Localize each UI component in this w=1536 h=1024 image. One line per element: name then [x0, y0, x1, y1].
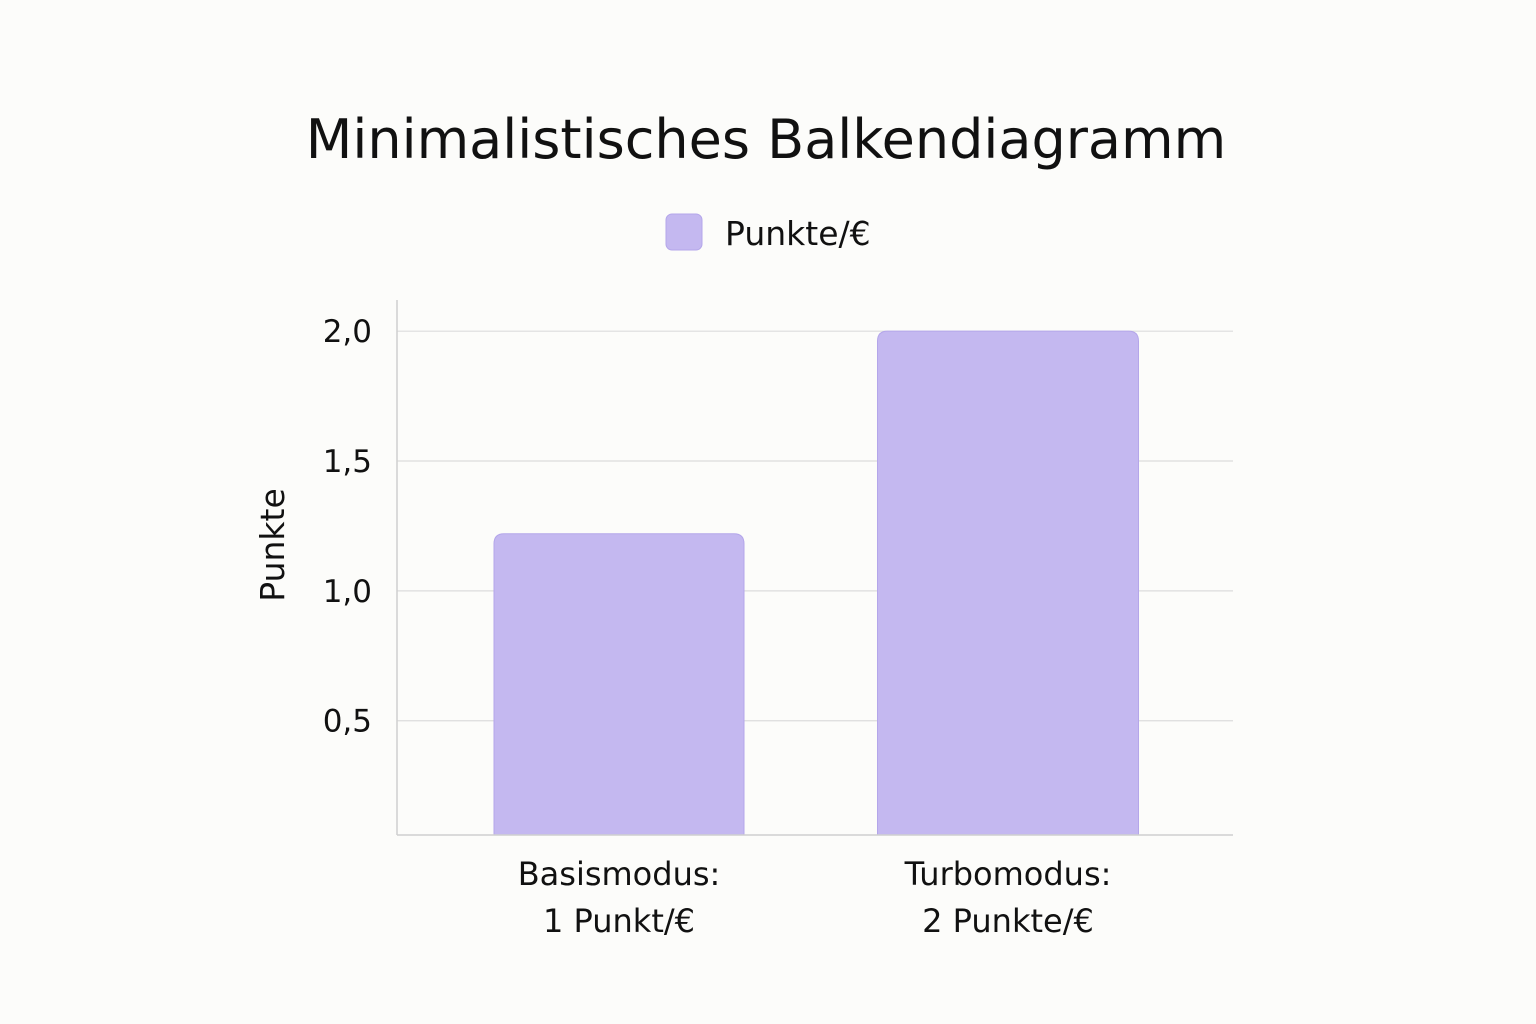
axes [396, 300, 1233, 836]
x-category-label: 2 Punkte/€ [922, 902, 1094, 940]
y-tick-label: 2,0 [323, 314, 372, 350]
y-axis-label: Punkte [253, 488, 292, 602]
bar-basismodus [493, 533, 745, 836]
x-category-label: Basismodus: [518, 855, 721, 893]
y-tick-labels: 0,5 1,0 1,5 2,0 [323, 314, 372, 740]
legend-label: Punkte/€ [725, 214, 871, 253]
bar-turbomodus [877, 330, 1139, 836]
chart-title: Minimalistisches Balkendiagramm [306, 108, 1226, 171]
y-tick-label: 0,5 [323, 704, 372, 740]
legend-swatch [665, 213, 703, 251]
x-category-label: Turbomodus: [904, 855, 1112, 893]
x-category-labels: Basismodus: 1 Punkt/€ Turbomodus: 2 Punkte/… [518, 855, 1112, 940]
x-category-label: 1 Punkt/€ [543, 902, 695, 940]
bars [493, 330, 1139, 836]
y-tick-label: 1,0 [323, 574, 372, 610]
y-tick-label: 1,5 [323, 444, 372, 480]
legend: Punkte/€ [665, 213, 871, 253]
